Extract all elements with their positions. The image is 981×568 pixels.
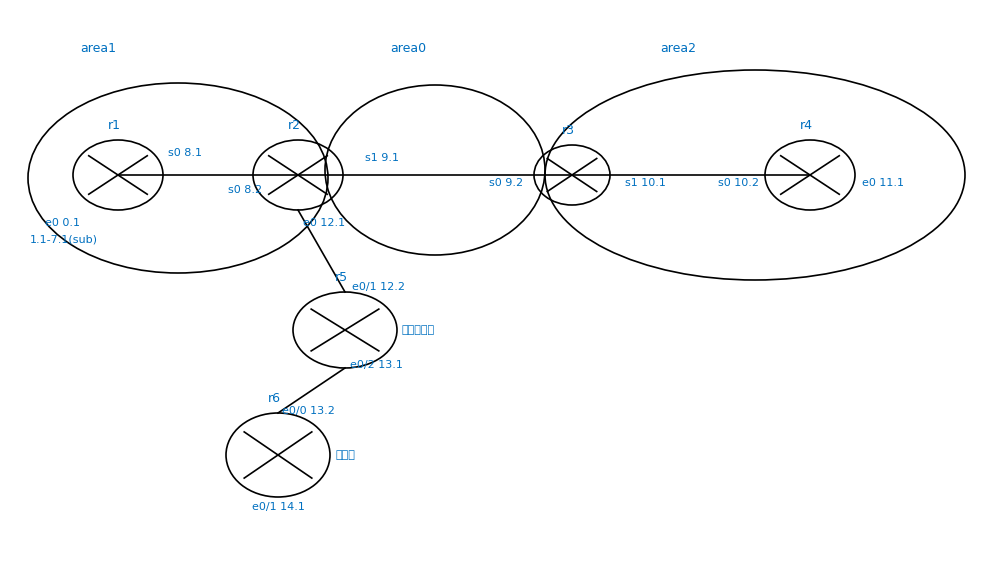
Text: r6: r6 — [268, 392, 281, 405]
Text: e0/1 14.1: e0/1 14.1 — [251, 502, 304, 512]
Text: 三层交换机: 三层交换机 — [402, 325, 436, 335]
Text: 防火墙: 防火墙 — [335, 450, 355, 460]
Text: area0: area0 — [390, 42, 426, 55]
Text: e0 0.1: e0 0.1 — [45, 218, 80, 228]
Text: r1: r1 — [108, 119, 121, 132]
Text: r4: r4 — [800, 119, 813, 132]
Text: e0/1 12.2: e0/1 12.2 — [352, 282, 405, 292]
Text: 1.1-7.1(sub): 1.1-7.1(sub) — [30, 235, 98, 245]
Text: s0 8.1: s0 8.1 — [168, 148, 202, 158]
Text: s1 10.1: s1 10.1 — [625, 178, 666, 188]
Text: s1 9.1: s1 9.1 — [365, 153, 399, 163]
Text: r5: r5 — [335, 271, 348, 284]
Text: s0 9.2: s0 9.2 — [489, 178, 523, 188]
Text: s0 10.2: s0 10.2 — [718, 178, 759, 188]
Text: e0 12.1: e0 12.1 — [303, 218, 345, 228]
Text: e0/2 13.1: e0/2 13.1 — [350, 360, 403, 370]
Text: e0/0 13.2: e0/0 13.2 — [282, 406, 335, 416]
Text: r2: r2 — [288, 119, 301, 132]
Text: area2: area2 — [660, 42, 696, 55]
Text: s0 8.2: s0 8.2 — [228, 185, 262, 195]
Text: area1: area1 — [80, 42, 116, 55]
Text: e0 11.1: e0 11.1 — [862, 178, 904, 188]
Text: r3: r3 — [562, 124, 575, 137]
